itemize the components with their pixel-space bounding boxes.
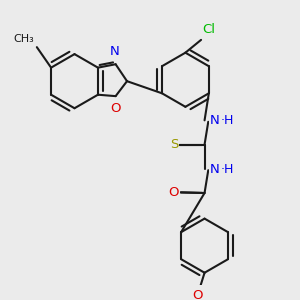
Text: N: N <box>210 114 219 128</box>
Text: CH₃: CH₃ <box>14 34 34 44</box>
Text: O: O <box>168 186 179 199</box>
Text: Cl: Cl <box>202 23 215 37</box>
Text: S: S <box>170 138 178 151</box>
Text: O: O <box>192 289 203 300</box>
Text: N: N <box>109 45 119 58</box>
Text: ·H: ·H <box>221 114 235 128</box>
Text: ·H: ·H <box>221 163 235 176</box>
Text: N: N <box>210 163 219 176</box>
Text: O: O <box>110 102 121 116</box>
